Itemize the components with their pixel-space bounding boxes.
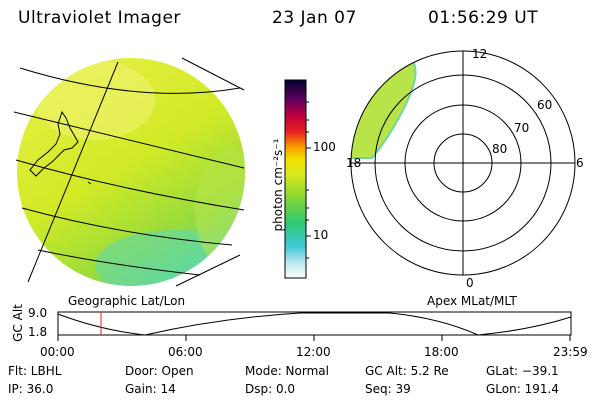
altitude-curve: [57, 312, 572, 336]
mlt-label-12: 12: [472, 47, 488, 61]
colorbar-tick-100: 100: [313, 140, 336, 154]
altitude-ymin: 1.8: [28, 325, 48, 339]
apex-caption: Apex MLat/MLT: [427, 294, 517, 308]
time-label: 01:56:29 UT: [428, 8, 539, 28]
altitude-plot: [57, 311, 572, 341]
x-tick-0600: 06:00: [168, 345, 203, 359]
status-glat: GLat: −39.1: [486, 364, 559, 378]
mlt-label-18: 18: [346, 156, 362, 170]
status-ip: IP: 36.0: [8, 382, 54, 396]
x-tick-0000: 00:00: [40, 345, 75, 359]
geographic-caption: Geographic Lat/Lon: [68, 294, 186, 308]
status-gc-alt: GC Alt: 5.2 Re: [365, 364, 449, 378]
x-tick-1200: 12:00: [296, 345, 331, 359]
colorbar-unit-label: photon cm⁻²s⁻¹: [271, 138, 285, 232]
status-door: Door: Open: [125, 364, 194, 378]
mlat-label-80: 80: [492, 142, 508, 156]
status-mode: Mode: Normal: [245, 364, 329, 378]
colorbar-ticks: [306, 101, 311, 259]
coastline-new-zealand: [29, 110, 92, 185]
status-dsp: Dsp: 0.0: [245, 382, 296, 396]
altitude-ymax: 9.0: [28, 306, 48, 320]
status-seq: Seq: 39: [365, 382, 411, 396]
date-label: 23 Jan 07: [272, 8, 357, 28]
app-title: Ultraviolet Imager: [18, 8, 181, 28]
x-tick-2359: 23:59: [553, 345, 588, 359]
mlat-label-70: 70: [514, 121, 530, 135]
polar-plot: [350, 50, 576, 276]
status-gain: Gain: 14: [125, 382, 176, 396]
polar-image-patch: [351, 58, 417, 159]
mlat-label-60: 60: [537, 98, 553, 112]
latlon-grid: [13, 57, 245, 287]
geographic-image: [13, 57, 245, 287]
colorbar: [284, 79, 311, 279]
status-glon: GLon: 191.4: [486, 382, 559, 396]
x-tick-1800: 18:00: [424, 345, 459, 359]
status-filter: Flt: LBHL: [8, 364, 62, 378]
altitude-x-ticks: [57, 335, 571, 341]
colorbar-tick-10: 10: [313, 228, 329, 242]
polar-grid: [350, 50, 576, 276]
mlt-label-6: 6: [576, 156, 584, 170]
altitude-ylabel: GC Alt: [11, 304, 25, 342]
mlt-label-0: 0: [466, 276, 474, 290]
